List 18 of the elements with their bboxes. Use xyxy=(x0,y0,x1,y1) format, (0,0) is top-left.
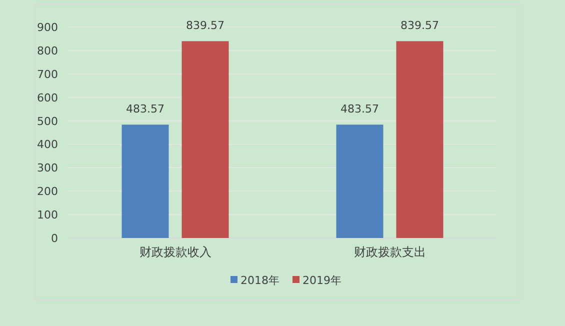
data-label: 483.57 xyxy=(340,102,379,116)
y-tick-label: 600 xyxy=(37,91,58,104)
y-tick-label: 200 xyxy=(37,185,58,198)
legend-label: 2018年 xyxy=(240,274,280,287)
y-tick-label: 0 xyxy=(51,232,58,245)
x-tick-label: 财政拨款收入 xyxy=(139,245,212,259)
y-tick-label: 900 xyxy=(37,21,58,34)
y-tick-label: 100 xyxy=(37,208,58,222)
x-tick-label: 财政拨款支出 xyxy=(354,245,426,259)
data-label: 839.57 xyxy=(186,19,224,32)
y-tick-label: 400 xyxy=(37,138,58,152)
data-label: 839.57 xyxy=(400,19,439,32)
y-tick-label: 500 xyxy=(37,114,58,128)
data-label: 483.57 xyxy=(126,102,164,116)
y-tick-label: 300 xyxy=(37,162,58,175)
legend-label: 2019年 xyxy=(302,274,342,287)
y-tick-label: 800 xyxy=(37,44,58,58)
y-tick-label: 700 xyxy=(37,68,58,81)
